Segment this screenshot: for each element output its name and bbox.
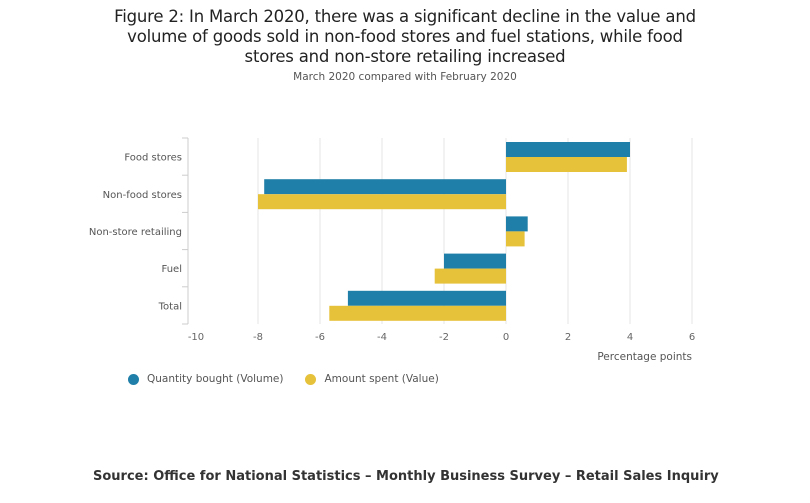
category-label: Non-store retailing bbox=[89, 227, 182, 238]
x-tick-label: 2 bbox=[565, 332, 571, 343]
bar-volume-fuel[interactable] bbox=[444, 253, 506, 269]
x-tick-label: 6 bbox=[689, 332, 695, 343]
legend-item-value[interactable]: Amount spent (Value) bbox=[305, 373, 439, 385]
bar-value-total[interactable] bbox=[329, 305, 506, 321]
bar-volume-non-store-retailing[interactable] bbox=[506, 216, 528, 232]
category-label: Non-food stores bbox=[103, 190, 182, 201]
x-axis-ticks: -10 -8 -6 -4 -2 0 2 4 6 bbox=[188, 332, 695, 343]
category-label: Food stores bbox=[124, 153, 182, 164]
title-line: stores and non-store retailing increased bbox=[244, 47, 566, 66]
bar-volume-total[interactable] bbox=[347, 290, 506, 306]
x-axis-title: Percentage points bbox=[597, 351, 692, 363]
category-label: Total bbox=[158, 301, 182, 312]
x-tick-label: -8 bbox=[253, 332, 263, 343]
x-tick-label: -2 bbox=[439, 332, 449, 343]
source-note: Source: Office for National Statistics –… bbox=[93, 469, 719, 484]
bar-volume-food-stores[interactable] bbox=[506, 142, 630, 157]
legend-item-volume[interactable]: Quantity bought (Volume) bbox=[128, 373, 283, 385]
x-tick-label: 4 bbox=[627, 332, 633, 343]
legend-marker-volume bbox=[128, 373, 139, 385]
chart-subtitle: March 2020 compared with February 2020 bbox=[293, 71, 517, 83]
legend: Quantity bought (Volume) Amount spent (V… bbox=[128, 373, 439, 385]
x-tick-label: -10 bbox=[188, 332, 204, 343]
legend-label: Quantity bought (Volume) bbox=[147, 373, 284, 385]
title-line: volume of goods sold in non-food stores … bbox=[127, 27, 683, 46]
bar-volume-non-food-stores[interactable] bbox=[264, 179, 506, 195]
bar-value-food-stores[interactable] bbox=[506, 157, 627, 172]
legend-marker-value bbox=[305, 373, 317, 385]
bar-value-non-store-retailing[interactable] bbox=[506, 231, 525, 247]
x-tick-label: -4 bbox=[377, 332, 387, 343]
x-tick-label: 0 bbox=[503, 332, 509, 343]
title-line: Figure 2: In March 2020, there was a sig… bbox=[114, 7, 696, 26]
legend-label: Amount spent (Value) bbox=[324, 373, 439, 385]
chart-title: Figure 2: In March 2020, there was a sig… bbox=[0, 7, 810, 67]
bar-value-fuel[interactable] bbox=[434, 268, 506, 284]
bars bbox=[258, 142, 630, 321]
bar-value-non-food-stores[interactable] bbox=[258, 194, 506, 210]
category-axis: Food stores Non-food stores Non-store reta… bbox=[89, 137, 189, 325]
x-tick-label: -6 bbox=[315, 332, 325, 343]
category-label: Fuel bbox=[162, 264, 182, 275]
